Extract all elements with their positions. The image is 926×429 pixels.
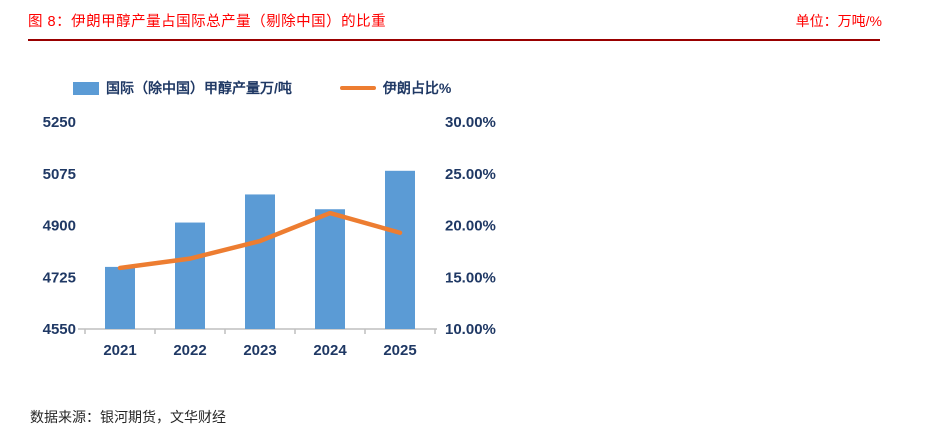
right-axis-tick: 25.00% [445,166,496,183]
data-source: 数据来源：银河期货，文华财经 [30,409,226,425]
right-axis-tick: 10.00% [445,321,496,338]
bar-2023 [245,194,275,329]
unit-label: 单位：万吨/% [795,13,882,29]
x-axis-label-2021: 2021 [103,342,136,359]
bar-swatch-icon [73,81,99,95]
bar-2025 [385,170,415,329]
chart-area: 4550 4725 4900 5075 5250 10.00% 15.00% 20.00% 25… [28,103,528,378]
header-divider [28,39,880,41]
x-axis-label-2023: 2023 [243,342,276,359]
left-axis-tick: 5250 [43,114,76,131]
left-axis-tick: 4900 [43,218,76,235]
bar-2021 [105,266,135,329]
legend-line-label: 伊朗占比% [382,80,452,96]
bar-2024 [315,209,345,329]
x-axis-label-2022: 2022 [173,342,206,359]
bar-2022 [175,222,205,329]
legend-bar-label: 国际（除中国）甲醇产量万/吨 [106,80,292,96]
line-swatch-icon [339,86,376,90]
figure-title: 图 8：伊朗甲醇产量占国际总产量（剔除中国）的比重 [28,14,387,30]
figure-header: 图 8：伊朗甲醇产量占国际总产量（剔除中国）的比重 单位：万吨/% [28,10,882,31]
right-axis-tick: 20.00% [445,218,496,235]
x-axis-label-2025: 2025 [383,342,416,359]
right-axis-tick: 15.00% [445,269,496,286]
x-axis-label-2024: 2024 [313,342,347,359]
legend-item-bar: 国际（除中国）甲醇产量万/吨 [73,78,292,98]
combo-chart: 4550 4725 4900 5075 5250 10.00% 15.00% 20.00% 25… [43,114,496,359]
ratio-line [117,210,403,271]
chart-legend: 国际（除中国）甲醇产量万/吨 伊朗占比% [73,78,451,98]
left-axis-tick: 4725 [43,269,76,286]
right-axis-tick: 30.00% [445,114,496,131]
left-axis-tick: 4550 [43,321,76,338]
legend-item-line: 伊朗占比% [339,78,452,98]
left-axis-tick: 5075 [43,166,76,183]
